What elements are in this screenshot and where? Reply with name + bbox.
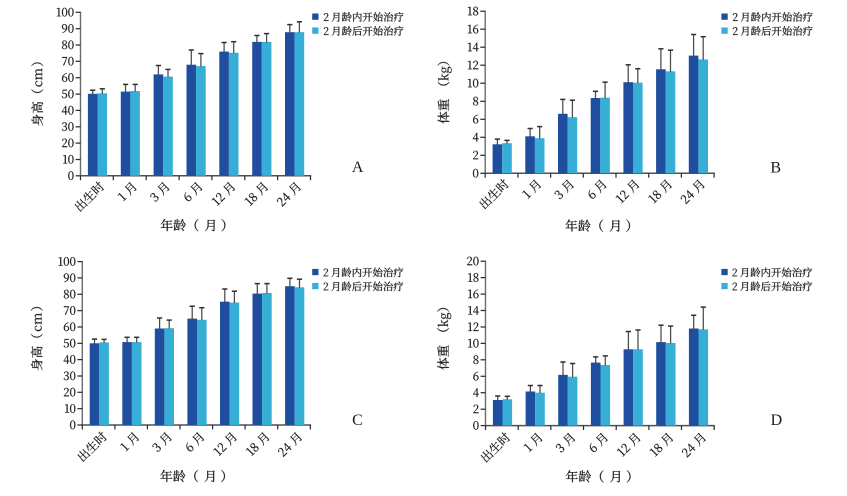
- svg-text:C: C: [352, 412, 363, 429]
- svg-text:A: A: [352, 159, 364, 176]
- svg-text:B: B: [770, 159, 781, 176]
- svg-text:D: D: [771, 412, 783, 429]
